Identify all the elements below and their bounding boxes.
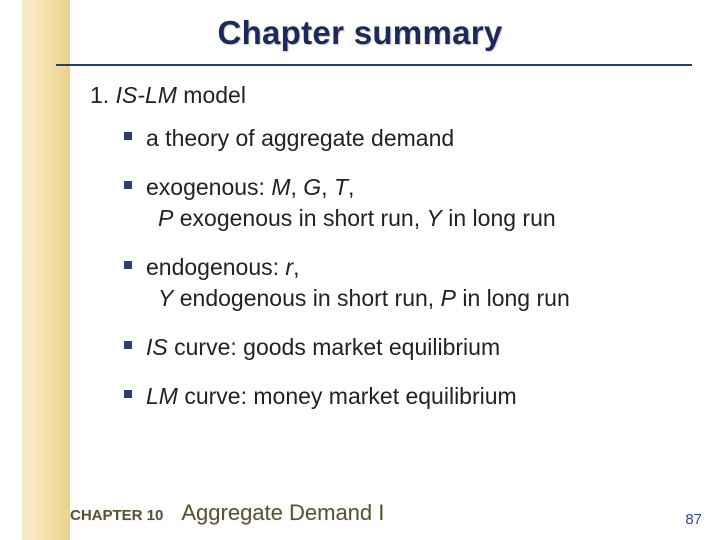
square-bullet-icon bbox=[124, 390, 132, 398]
page-number: 87 bbox=[685, 511, 702, 528]
square-bullet-icon bbox=[124, 341, 132, 349]
bullet-line1: exogenous: M, G, T, bbox=[146, 174, 354, 200]
content-area: 1. IS-LM model a theory of aggregate dem… bbox=[90, 82, 690, 430]
slide-title: Chapter summary bbox=[0, 14, 720, 52]
bullet-item: a theory of aggregate demand bbox=[124, 123, 690, 154]
bullet-list: a theory of aggregate demand exogenous: M… bbox=[124, 123, 690, 412]
item-label-italic: IS-LM bbox=[116, 82, 177, 108]
bullet-line2: Y endogenous in short run, P in long run bbox=[146, 283, 690, 314]
footer: CHAPTER 10 Aggregate Demand I bbox=[70, 500, 700, 526]
bullet-item: IS curve: goods market equilibrium bbox=[124, 332, 690, 363]
title-underline bbox=[56, 64, 692, 66]
item-label-rest: model bbox=[177, 82, 246, 108]
item-number: 1. bbox=[90, 82, 109, 108]
chapter-title: Aggregate Demand I bbox=[181, 500, 384, 526]
chapter-label: CHAPTER 10 bbox=[70, 507, 163, 524]
bullet-item: exogenous: M, G, T, P exogenous in short … bbox=[124, 172, 690, 234]
numbered-item: 1. IS-LM model bbox=[90, 82, 690, 109]
left-gold-bar bbox=[22, 0, 70, 540]
bullet-line2: P exogenous in short run, Y in long run bbox=[146, 203, 690, 234]
bullet-line1: endogenous: r, bbox=[146, 254, 299, 280]
square-bullet-icon bbox=[124, 181, 132, 189]
bullet-line1: a theory of aggregate demand bbox=[146, 125, 454, 151]
bullet-line1: LM curve: money market equilibrium bbox=[146, 383, 517, 409]
bullet-item: LM curve: money market equilibrium bbox=[124, 381, 690, 412]
bullet-item: endogenous: r, Y endogenous in short run,… bbox=[124, 252, 690, 314]
square-bullet-icon bbox=[124, 132, 132, 140]
square-bullet-icon bbox=[124, 261, 132, 269]
bullet-line1: IS curve: goods market equilibrium bbox=[146, 334, 500, 360]
